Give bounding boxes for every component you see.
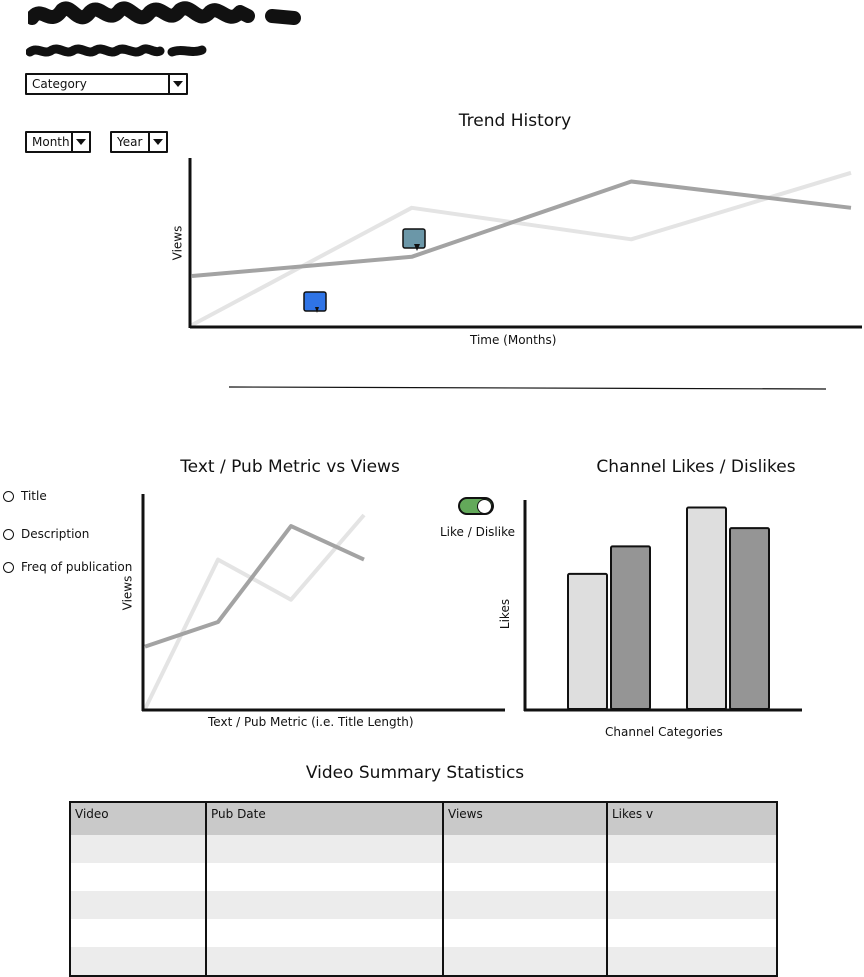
- table-cell: [205, 947, 443, 976]
- scribbled-subtitle-placeholder: [26, 44, 207, 57]
- table-row[interactable]: [70, 891, 777, 919]
- table-cell: [205, 919, 443, 947]
- toggle-label: Like / Dislike: [440, 525, 515, 539]
- table-cell: [70, 891, 206, 919]
- toggle-knob: [477, 499, 492, 514]
- bar-series-2-category-2: [729, 527, 770, 711]
- table-row[interactable]: [70, 919, 777, 947]
- month-chevron-down-icon[interactable]: [71, 133, 89, 151]
- trend-history-chart: [188, 158, 862, 390]
- summary-table-title: Video Summary Statistics: [305, 763, 525, 783]
- table-cell: [606, 919, 777, 947]
- metric-option-title[interactable]: Title: [3, 489, 47, 503]
- table-header-row: Video Pub Date Views Likes v: [70, 802, 777, 835]
- table-cell: [205, 863, 443, 891]
- bar-series-1-category-1: [567, 572, 608, 710]
- year-chevron-down-icon[interactable]: [148, 133, 166, 151]
- series-line-1: [144, 524, 365, 649]
- table-cell: [442, 863, 607, 891]
- comment-marker-icon[interactable]: [303, 291, 327, 313]
- category-dropdown[interactable]: Category: [25, 73, 188, 95]
- month-dropdown[interactable]: Month: [25, 131, 91, 153]
- year-dropdown-value: Year: [117, 135, 143, 149]
- metric-option-freq[interactable]: Freq of publication: [3, 560, 132, 574]
- trend-x-axis-label: Time (Months): [470, 333, 557, 347]
- trend-chart-title: Trend History: [458, 111, 572, 131]
- table-cell: [70, 835, 206, 863]
- metric-option-description[interactable]: Description: [3, 527, 89, 541]
- column-header-pub-date[interactable]: Pub Date: [205, 802, 443, 835]
- radio-icon[interactable]: [3, 561, 14, 573]
- radio-icon[interactable]: [3, 490, 14, 502]
- column-header-likes[interactable]: Likes v: [606, 802, 777, 835]
- table-row[interactable]: [70, 863, 777, 891]
- column-header-video[interactable]: Video: [70, 802, 206, 835]
- metric-option-label: Title: [21, 489, 47, 503]
- table-cell: [70, 863, 206, 891]
- text-metric-x-axis-label: Text / Pub Metric (i.e. Title Length): [208, 715, 414, 729]
- likes-chart-title: Channel Likes / Dislikes: [596, 457, 796, 477]
- series-line-1: [191, 179, 852, 278]
- table-cell: [606, 863, 777, 891]
- section-divider: [228, 386, 827, 390]
- table-cell: [606, 947, 777, 976]
- video-summary-table: Video Pub Date Views Likes v: [69, 801, 778, 977]
- table-cell: [442, 947, 607, 976]
- table-cell: [205, 891, 443, 919]
- column-header-views[interactable]: Views: [442, 802, 607, 835]
- metric-option-label: Freq of publication: [21, 560, 133, 574]
- comment-marker-icon[interactable]: [402, 228, 426, 251]
- metric-option-label: Description: [21, 527, 90, 541]
- like-dislike-toggle[interactable]: [458, 497, 494, 515]
- scribbled-title-placeholder: [28, 1, 301, 25]
- year-dropdown[interactable]: Year: [110, 131, 168, 153]
- month-dropdown-value: Month: [32, 135, 70, 149]
- bar-series-2-category-1: [610, 545, 651, 710]
- text-metric-chart-title: Text / Pub Metric vs Views: [180, 457, 400, 477]
- category-chevron-down-icon[interactable]: [168, 75, 186, 93]
- table-row[interactable]: [70, 947, 777, 976]
- table-cell: [442, 835, 607, 863]
- table-cell: [205, 835, 443, 863]
- table-cell: [442, 919, 607, 947]
- table-cell: [606, 891, 777, 919]
- radio-icon[interactable]: [3, 528, 14, 540]
- bar-series-1-category-2: [686, 506, 727, 711]
- lower-charts: [141, 494, 802, 712]
- likes-x-axis-label: Channel Categories: [605, 725, 723, 739]
- table-cell: [442, 891, 607, 919]
- table-cell: [606, 835, 777, 863]
- table-cell: [70, 919, 206, 947]
- table-cell: [70, 947, 206, 976]
- table-row[interactable]: [70, 835, 777, 863]
- category-dropdown-value: Category: [32, 77, 87, 91]
